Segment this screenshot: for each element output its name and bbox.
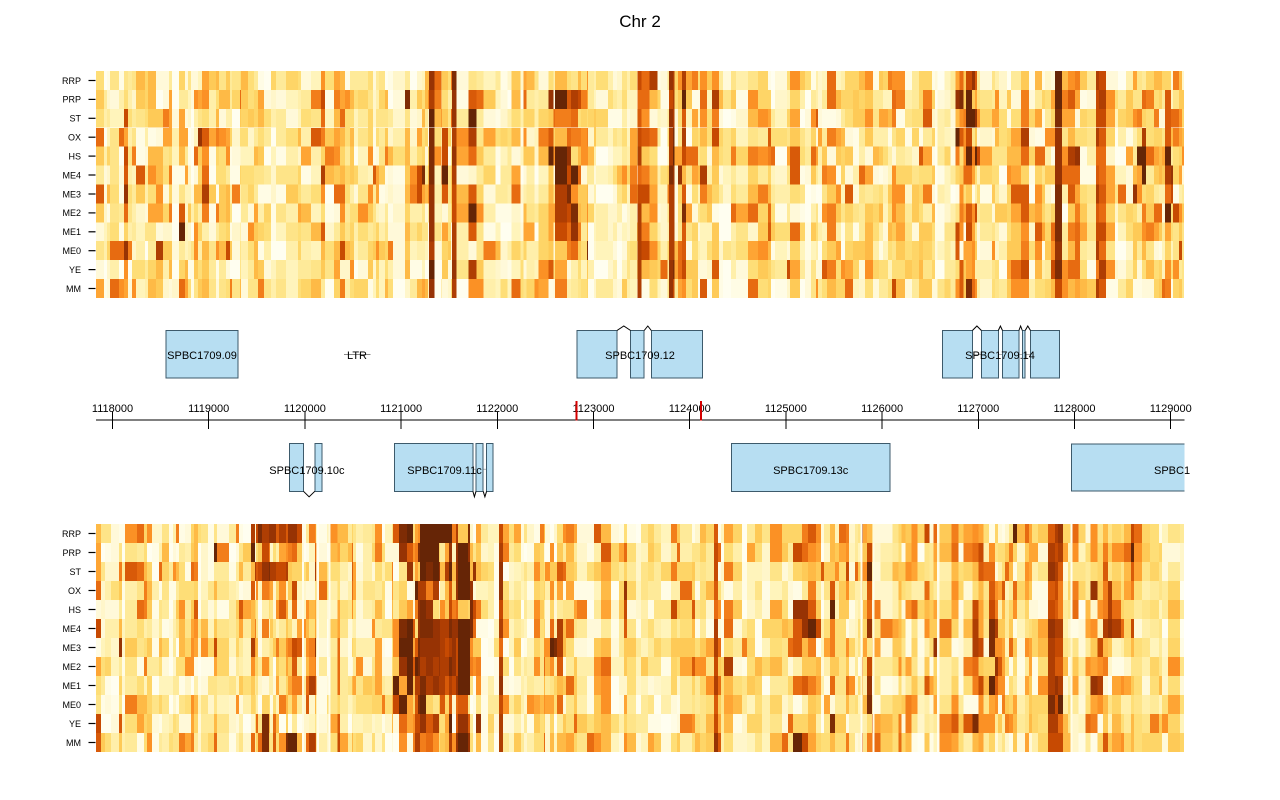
svg-text:1125000: 1125000 (765, 403, 807, 415)
svg-text:1129000: 1129000 (1150, 403, 1192, 415)
svg-text:OX: OX (68, 586, 81, 596)
svg-text:YE: YE (69, 719, 81, 729)
svg-text:1120000: 1120000 (284, 403, 326, 415)
svg-text:1119000: 1119000 (188, 403, 229, 415)
svg-text:1127000: 1127000 (957, 403, 999, 415)
svg-text:1126000: 1126000 (861, 403, 903, 415)
svg-text:ME2: ME2 (62, 208, 81, 218)
svg-text:RRP: RRP (62, 76, 81, 86)
svg-text:ME4: ME4 (62, 624, 81, 634)
svg-text:SPBC1709.13c: SPBC1709.13c (773, 465, 849, 477)
svg-text:HS: HS (68, 605, 81, 615)
svg-text:1123000: 1123000 (572, 403, 614, 415)
svg-text:ME3: ME3 (62, 189, 81, 199)
svg-text:ME1: ME1 (62, 681, 81, 691)
svg-text:LTR: LTR (347, 350, 367, 362)
svg-text:1118000: 1118000 (92, 403, 133, 415)
svg-text:ME0: ME0 (62, 246, 81, 256)
svg-text:1124000: 1124000 (669, 403, 711, 415)
svg-text:ME3: ME3 (62, 643, 81, 653)
svg-text:1122000: 1122000 (476, 403, 518, 415)
svg-text:RRP: RRP (62, 529, 81, 539)
svg-text:SPBC1: SPBC1 (1154, 465, 1190, 477)
svg-text:MM: MM (66, 284, 81, 294)
svg-text:1121000: 1121000 (380, 403, 422, 415)
svg-text:PRP: PRP (62, 548, 81, 558)
svg-text:ME2: ME2 (62, 662, 81, 672)
svg-text:ST: ST (69, 114, 81, 124)
svg-text:1128000: 1128000 (1053, 403, 1095, 415)
svg-text:Chr 2: Chr 2 (619, 12, 661, 31)
svg-text:HS: HS (68, 151, 81, 161)
svg-text:SPBC1709.11c: SPBC1709.11c (407, 465, 482, 477)
svg-text:ST: ST (69, 567, 81, 577)
svg-text:YE: YE (69, 265, 81, 275)
svg-text:ME1: ME1 (62, 227, 81, 237)
svg-text:OX: OX (68, 133, 81, 143)
svg-text:SPBC1709.12: SPBC1709.12 (605, 350, 675, 362)
svg-text:SPBC1709.10c: SPBC1709.10c (269, 465, 345, 477)
svg-text:PRP: PRP (62, 95, 81, 105)
svg-text:ME0: ME0 (62, 700, 81, 710)
svg-text:ME4: ME4 (62, 170, 81, 180)
svg-text:MM: MM (66, 738, 81, 748)
svg-text:SPBC1709.14: SPBC1709.14 (965, 350, 1035, 362)
svg-text:SPBC1709.09: SPBC1709.09 (167, 350, 237, 362)
